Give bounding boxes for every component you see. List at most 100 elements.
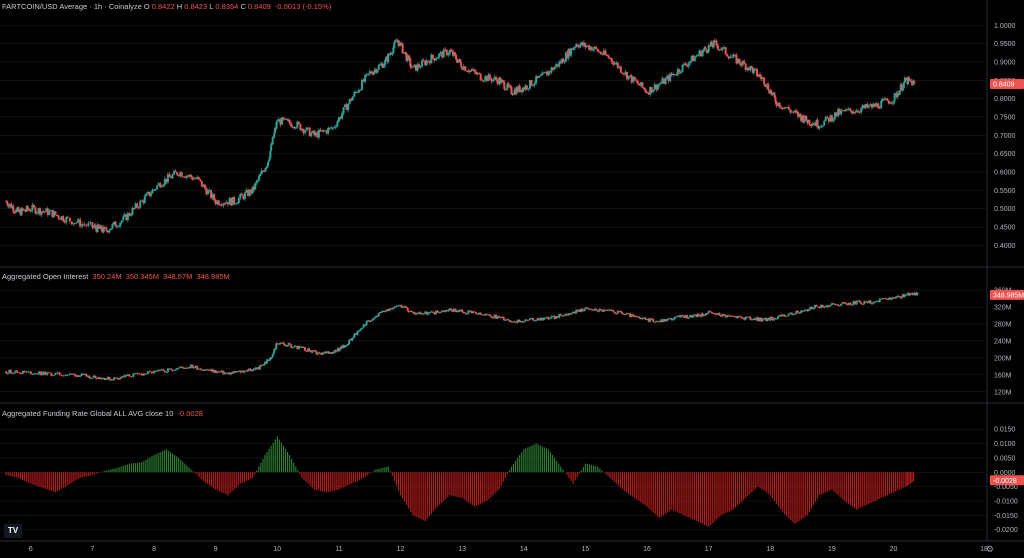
candle-body xyxy=(279,342,282,344)
candle-body xyxy=(663,78,666,84)
candle-body xyxy=(838,109,841,115)
candle-body xyxy=(894,297,897,299)
candle-body xyxy=(874,301,877,303)
candle-body xyxy=(375,69,378,73)
candle-body xyxy=(397,305,400,307)
candle-body xyxy=(649,87,652,95)
candle-body xyxy=(308,127,311,137)
candle-body xyxy=(855,110,858,113)
candle-body xyxy=(493,77,496,80)
candle-body xyxy=(263,171,266,173)
candle-body xyxy=(813,123,816,125)
candle-body xyxy=(56,372,59,374)
candle-body xyxy=(811,123,814,126)
candle-body xyxy=(102,378,105,380)
y-tick-label: 160M xyxy=(994,372,1012,379)
candle-body xyxy=(185,175,188,178)
candle-body xyxy=(581,42,584,46)
candle-body xyxy=(126,374,129,377)
candle-body xyxy=(524,319,527,322)
candle-body xyxy=(233,197,236,204)
candle-body xyxy=(498,316,501,318)
candle-body xyxy=(612,310,615,312)
candle-body xyxy=(326,351,329,353)
candle-body xyxy=(633,315,636,317)
candle-body xyxy=(872,103,875,108)
candle-body xyxy=(780,107,783,109)
oi-value-2: 350.345M xyxy=(125,272,160,281)
candle-body xyxy=(268,360,271,362)
candle-body xyxy=(696,55,699,57)
candle-body xyxy=(399,305,402,307)
candle-body xyxy=(310,350,313,353)
candle-body xyxy=(114,221,117,227)
candle-body xyxy=(408,311,411,313)
candle-body xyxy=(8,369,11,374)
candle-body xyxy=(411,311,414,313)
candle-body xyxy=(495,77,498,80)
candle-body xyxy=(773,318,776,320)
x-tick-label: 18 xyxy=(766,546,774,553)
candle-body xyxy=(243,192,246,199)
candle-body xyxy=(273,349,276,351)
candle-body xyxy=(729,56,732,59)
candle-body xyxy=(712,40,715,47)
candle-body xyxy=(376,315,379,317)
candle-body xyxy=(533,83,536,86)
candle-body xyxy=(599,51,602,54)
candle-body xyxy=(404,52,407,54)
candle-body xyxy=(88,375,91,379)
candle-body xyxy=(381,310,384,312)
candle-body xyxy=(801,115,804,121)
candle-body xyxy=(522,87,525,90)
candle-body xyxy=(174,369,177,371)
candle-body xyxy=(14,370,17,373)
last-price-tag xyxy=(990,289,1024,300)
candle-body xyxy=(490,315,493,318)
candle-body xyxy=(416,312,419,314)
candle-body xyxy=(639,317,642,320)
candle-body xyxy=(220,370,223,372)
candle-body xyxy=(798,312,801,314)
candle-body xyxy=(699,315,702,317)
candle-body xyxy=(386,56,389,62)
candle-body xyxy=(106,376,109,379)
gear-icon[interactable]: ⚙ xyxy=(985,544,994,554)
candle-body xyxy=(261,170,264,172)
candle-body xyxy=(206,369,209,371)
candle-body xyxy=(282,117,285,120)
candle-body xyxy=(467,310,470,314)
candle-body xyxy=(380,311,383,313)
candle-body xyxy=(500,79,503,84)
candle-body xyxy=(767,318,770,320)
candle-body xyxy=(766,84,769,88)
candle-body xyxy=(504,89,507,91)
candle-body xyxy=(829,304,832,307)
candle-body xyxy=(35,373,38,375)
candle-body xyxy=(609,309,612,311)
candle-body xyxy=(535,320,538,322)
candle-body xyxy=(344,104,347,108)
candle-body xyxy=(780,315,783,317)
candle-body xyxy=(642,87,645,89)
candle-body xyxy=(402,52,405,54)
candle-body xyxy=(626,71,629,80)
tradingview-logo-icon[interactable]: TV xyxy=(4,524,22,538)
candle-body xyxy=(20,208,23,216)
candle-body xyxy=(697,314,700,316)
candle-body xyxy=(613,63,616,65)
candle-body xyxy=(60,216,63,220)
candle-body xyxy=(116,226,119,228)
candle-body xyxy=(422,60,425,62)
candle-body xyxy=(62,216,65,222)
candle-body xyxy=(606,54,609,56)
candle-body xyxy=(449,308,452,310)
candle-body xyxy=(252,368,255,370)
candle-body xyxy=(803,120,806,123)
candle-body xyxy=(787,313,790,316)
candle-body xyxy=(117,378,120,380)
candle-body xyxy=(285,118,288,120)
candle-body xyxy=(598,309,601,312)
y-tick-label: 0.4500 xyxy=(994,225,1016,232)
